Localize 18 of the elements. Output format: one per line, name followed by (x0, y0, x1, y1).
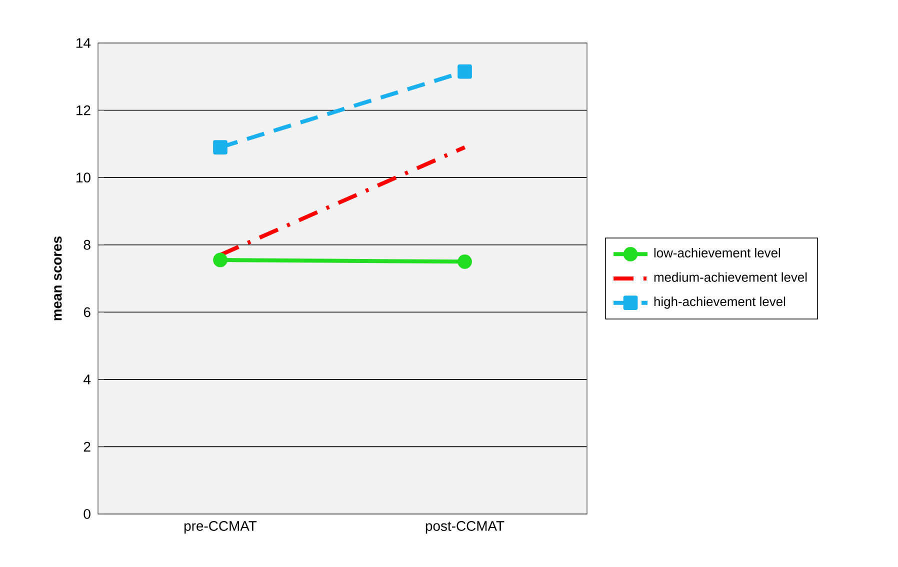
x-tick-label: post-CCMAT (426, 521, 504, 534)
y-axis-title: mean scores (54, 236, 62, 320)
legend-label: high-achievement level (654, 296, 786, 309)
point (213, 252, 228, 268)
y-tick-label: 12 (76, 105, 90, 116)
y-tick-label: 14 (76, 38, 91, 48)
y-tick-label: 0 (84, 509, 90, 519)
y-tick-label: 2 (84, 442, 90, 452)
point (213, 140, 228, 154)
y-tick-label: 10 (76, 172, 90, 182)
legend-label: medium-achievement level (654, 272, 807, 282)
point (458, 64, 472, 79)
y-tick-label: 4 (84, 374, 91, 384)
legend-label: low-achievement level (654, 248, 780, 258)
x-tick-label: pre-CCMAT (184, 521, 257, 534)
point (458, 254, 472, 269)
y-tick-label: 6 (84, 307, 90, 318)
y-tick-label: 8 (84, 240, 90, 250)
